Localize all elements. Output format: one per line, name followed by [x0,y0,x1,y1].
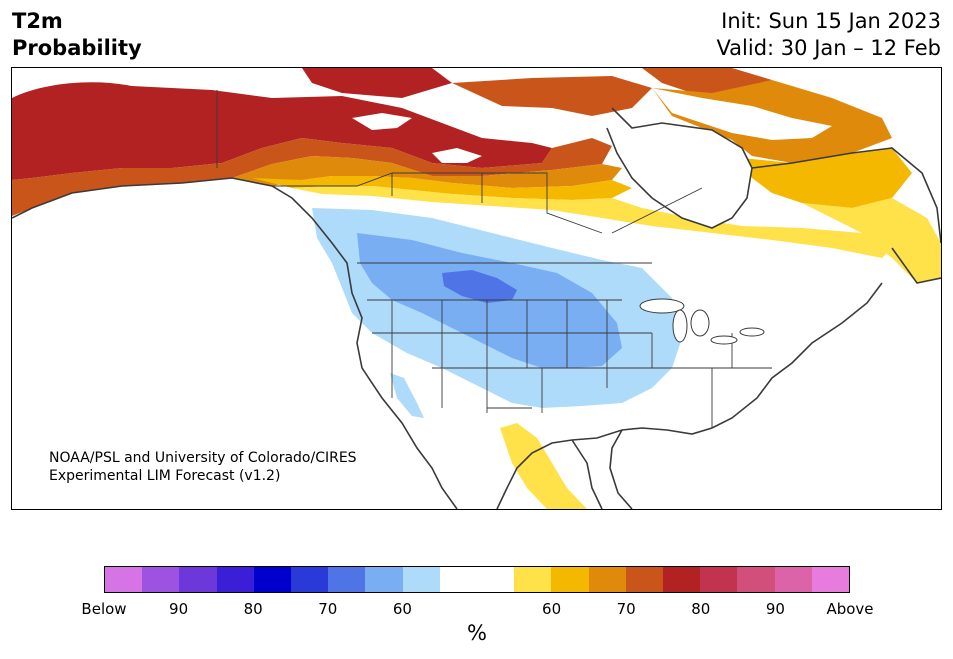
region-above-70-north [452,76,652,116]
probability-map [12,68,941,509]
colorbar-tick-label: Below [81,600,127,618]
region-above-55-mexico [500,423,587,509]
colorbar-segment [663,567,701,592]
coastlines [12,107,941,509]
map-credit: NOAA/PSL and University of Colorado/CIRE… [49,449,357,485]
region-above-60-gold [252,176,632,200]
probability-colorbar [104,566,850,593]
region-above-55-east [802,198,941,283]
region-below-55-pacific [390,373,424,418]
colorbar-tick-label: 90 [765,600,785,618]
colorbar-segment [551,567,589,592]
region-above-65 [232,156,622,188]
hudson-bay [617,123,752,228]
colorbar-segment [737,567,775,592]
great-lakes [639,298,765,345]
colorbar-segment [253,567,292,592]
colorbar-tick-label: Above [826,600,874,618]
map-panel [11,67,942,510]
title-quantity: Probability [12,36,142,60]
region-above-70 [12,138,612,216]
colorbar-segment [365,567,403,592]
colorbar-segment [291,567,329,592]
colorbar-segment [439,567,478,592]
colorbar-unit: % [467,621,487,645]
colorbar-tick-label: 70 [318,600,338,618]
colorbar-segment [700,567,738,592]
colorbar-tick-label: 80 [243,600,263,618]
credit-line-1: NOAA/PSL and University of Colorado/CIRE… [49,450,357,466]
colorbar-segment [179,567,217,592]
ice-patch-2 [432,148,482,163]
region-above-55 [292,186,892,258]
region-above-60-gold-east [742,148,912,208]
colorbar-tick-label: 60 [542,600,562,618]
region-above-80-north [302,68,452,98]
colorbar-segment [477,567,515,592]
arctic-water [652,88,832,140]
colorbar-segment [774,567,812,592]
political-borders [216,90,772,428]
colorbar-segment [811,567,850,592]
ice-patch [352,113,412,130]
valid-range: Valid: 30 Jan – 12 Feb [716,36,941,60]
colorbar-segment [514,567,552,592]
init-date: Init: Sun 15 Jan 2023 [721,9,941,33]
credit-line-2: Experimental LIM Forecast (v1.2) [49,468,281,484]
forecast-dates: Init: Sun 15 Jan 2023 Valid: 30 Jan – 12… [716,8,941,62]
colorbar-tick-label: 60 [392,600,412,618]
colorbar-segment [402,567,440,592]
colorbar-segment [625,567,664,592]
colorbar-tick-label: 90 [169,600,189,618]
colorbar-tick-label: 70 [616,600,636,618]
region-below-70 [442,270,517,303]
region-above-70-arctic [642,68,772,93]
colorbar-segment [105,567,143,592]
colorbar-segment [328,567,366,592]
colorbar-tick-label: 80 [691,600,711,618]
region-above-80 [12,82,552,180]
title-variable: T2m [12,9,63,33]
colorbar-segment [588,567,626,592]
colorbar-segment [216,567,254,592]
colorbar-segment [142,567,180,592]
map-title: T2m Probability [12,8,142,62]
